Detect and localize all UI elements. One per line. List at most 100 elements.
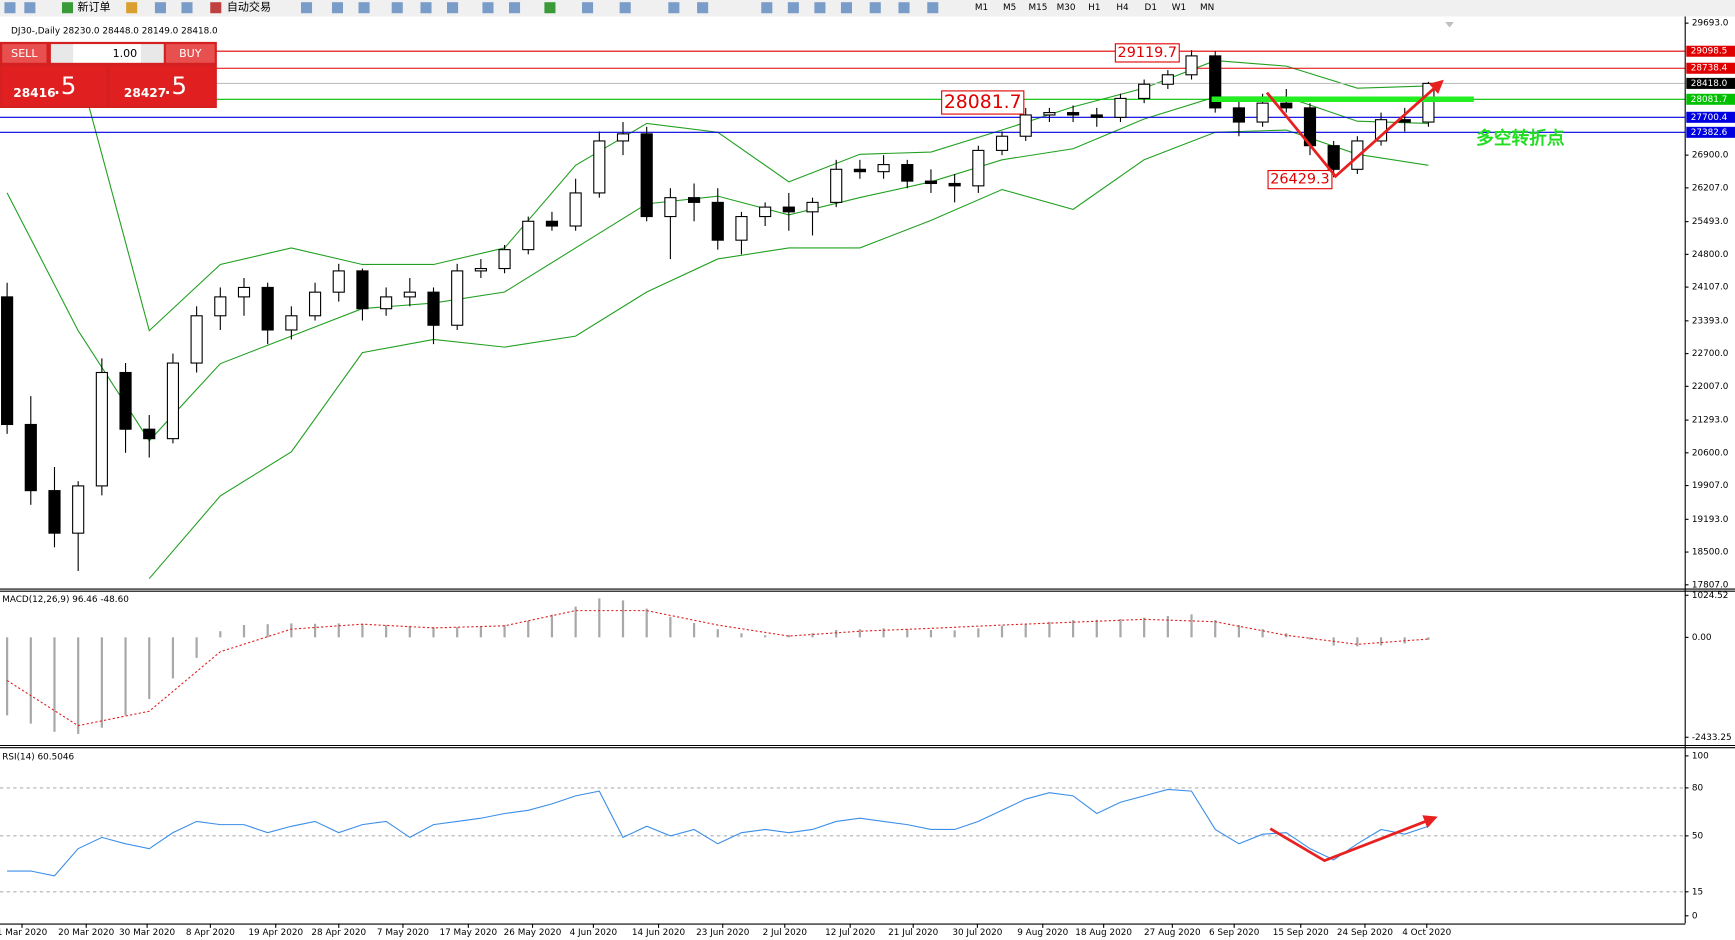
candle-body — [95, 371, 108, 487]
y-tick-label: 19193.0 — [1692, 515, 1729, 525]
timeframe-button[interactable]: M5 — [1003, 3, 1016, 13]
buy-price: 28427 — [124, 86, 166, 100]
macd-bar — [148, 637, 151, 699]
y-tick-label: 24800.0 — [1692, 250, 1729, 260]
candle-body — [48, 490, 61, 534]
sell-pip: .5 — [53, 71, 76, 100]
macd-bar — [906, 629, 909, 638]
macd-bar — [77, 637, 80, 734]
timeframe-button[interactable]: M30 — [1057, 3, 1076, 13]
annotation: 多空转折点 — [1476, 127, 1565, 149]
sell-button[interactable] — [2, 44, 47, 63]
x-tick-label: 7 May 2020 — [377, 928, 429, 938]
chart-header: DJ30-,Daily 28230.0 28448.0 28149.0 2841… — [11, 26, 218, 36]
y-tick-label: 19907.0 — [1692, 481, 1729, 491]
x-tick-label: 19 Apr 2020 — [248, 928, 303, 938]
y-tick-label: 17807.0 — [1692, 580, 1729, 590]
candle-body — [1043, 112, 1056, 116]
timeframe-button[interactable]: W1 — [1172, 3, 1186, 13]
y-tick-label: 100 — [1692, 751, 1709, 761]
candle-body — [451, 270, 464, 326]
x-tick-label: 8 Apr 2020 — [186, 928, 235, 938]
x-tick-label: 21 Jul 2020 — [888, 928, 938, 938]
x-tick-label: 26 May 2020 — [504, 928, 562, 938]
y-tick-label: 0 — [1692, 911, 1698, 921]
macd-bar — [29, 637, 32, 724]
candle-body — [522, 220, 535, 251]
macd-bar — [290, 623, 293, 638]
new-order-button[interactable]: 新订单 — [77, 0, 110, 14]
timeframe-button[interactable]: H1 — [1088, 3, 1100, 13]
volume-down[interactable] — [50, 44, 74, 63]
macd-bar — [124, 637, 127, 716]
auto-trade-button[interactable]: 自动交易 — [227, 0, 271, 14]
y-tick-label: 50 — [1692, 831, 1704, 841]
annotation-box — [1114, 43, 1180, 63]
candle-body — [948, 182, 961, 187]
macd-bar — [408, 625, 411, 638]
y-tick-label: 22007.0 — [1692, 382, 1729, 392]
sell-price-box[interactable] — [2, 66, 107, 106]
y-tick-label: 23393.0 — [1692, 316, 1729, 326]
x-tick-label: 4 Oct 2020 — [1402, 928, 1451, 938]
volume-value: 1.00 — [113, 47, 138, 60]
x-tick-label: 24 Sep 2020 — [1337, 928, 1393, 938]
price-tag-label: 27700.4 — [1691, 113, 1728, 123]
macd-bar — [337, 623, 340, 638]
toolbar-icons — [4, 2, 939, 14]
macd-bar — [195, 637, 198, 658]
x-tick-label: 6 Sep 2020 — [1209, 928, 1260, 938]
macd-bar — [740, 633, 743, 638]
candle-body — [332, 270, 345, 293]
x-tick-label: 1 Mar 2020 — [0, 928, 48, 938]
x-tick-label: 15 Sep 2020 — [1273, 928, 1329, 938]
macd-bar — [598, 598, 601, 638]
x-tick-label: 2 Jul 2020 — [763, 928, 808, 938]
y-tick-label: 25493.0 — [1692, 217, 1729, 227]
macd-bar — [385, 625, 388, 638]
candle-body — [474, 267, 487, 272]
macd-panel: 1024.52 0.00 -2433.25 MACD(12,26,9) 96.46 -… — [2, 591, 1731, 743]
candle-body — [545, 220, 559, 227]
candle-body — [24, 423, 37, 492]
candle-body — [1161, 74, 1174, 85]
candle-body — [380, 296, 393, 310]
y-tick-label: 26207.0 — [1692, 183, 1729, 193]
candle-body — [1, 296, 14, 426]
macd-bar — [361, 624, 364, 638]
candle-body — [1232, 107, 1245, 123]
timeframe-button[interactable]: MN — [1200, 3, 1214, 13]
price-tag-label: 28418.0 — [1691, 79, 1728, 89]
macd-bar — [1024, 623, 1027, 638]
macd-bar — [527, 620, 530, 638]
candle-body — [237, 286, 251, 298]
volume-up[interactable] — [141, 44, 164, 63]
y-tick-label: 15 — [1692, 887, 1703, 897]
macd-bar — [432, 627, 435, 638]
timeframes: M1 M5 M15 M30 H1 H4 D1 W1 MN — [975, 3, 1214, 13]
candle-body — [711, 201, 724, 241]
timeframe-button[interactable]: H4 — [1116, 3, 1129, 13]
candle-body — [616, 133, 630, 142]
candle-body — [1067, 112, 1080, 116]
price-tag-label: 28081.7 — [1691, 95, 1728, 105]
macd-bar — [456, 627, 459, 638]
annotation-box — [941, 90, 1025, 115]
reversal-arrow-rsi — [1269, 815, 1438, 863]
timeframe-button[interactable]: M1 — [975, 3, 988, 13]
timeframe-button[interactable]: M15 — [1028, 3, 1047, 13]
buy-button[interactable] — [165, 44, 215, 63]
candle-body — [877, 164, 890, 173]
macd-bar — [1095, 619, 1098, 638]
volume-input[interactable] — [73, 44, 142, 63]
macd-bar — [692, 622, 696, 638]
buy-price-box[interactable] — [109, 66, 215, 106]
timeframe-button[interactable]: D1 — [1145, 3, 1157, 13]
candle-body — [1209, 55, 1222, 109]
candle-body — [285, 315, 298, 331]
buy-pip: .5 — [164, 71, 187, 100]
candle-body — [1398, 119, 1411, 123]
macd-bar — [6, 637, 9, 716]
candle-body — [593, 140, 606, 194]
candle-body — [1185, 55, 1198, 76]
